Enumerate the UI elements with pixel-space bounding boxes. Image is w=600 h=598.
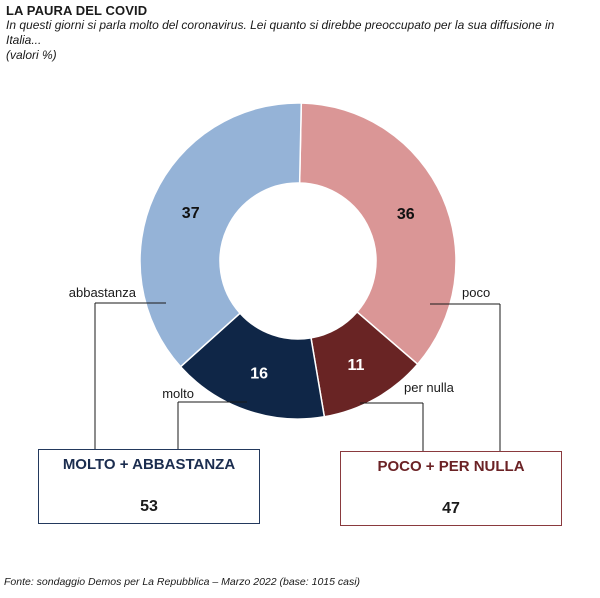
chart-title: LA PAURA DEL COVID — [6, 3, 148, 18]
category-label-poco: poco — [462, 285, 490, 300]
slice-abbastanza — [139, 102, 303, 368]
values-note: (valori %) — [6, 48, 57, 62]
slice-value-label: 37 — [182, 205, 200, 222]
group-box-poco-per-nulla: POCO + PER NULLA 47 — [340, 451, 562, 526]
category-label-per-nulla: per nulla — [404, 380, 455, 395]
group-value: 53 — [140, 498, 158, 515]
source-footer: Fonte: sondaggio Demos per La Repubblica… — [4, 576, 361, 588]
slice-value-label: 36 — [397, 206, 415, 223]
slice-poco — [298, 102, 457, 366]
category-label-abbastanza: abbastanza — [69, 285, 137, 300]
category-label-molto: molto — [162, 386, 194, 401]
chart-subtitle: In questi giorni si parla molto del coro… — [6, 18, 555, 47]
group-label: POCO + PER NULLA — [377, 458, 525, 475]
group-value: 47 — [442, 500, 460, 517]
slice-value-label: 16 — [250, 365, 268, 382]
group-label: MOLTO + ABBASTANZA — [62, 456, 236, 473]
group-box-molto-abbastanza: MOLTO + ABBASTANZA 53 — [38, 449, 260, 524]
slice-molto — [179, 312, 326, 420]
slice-value-label: 11 — [347, 357, 364, 374]
